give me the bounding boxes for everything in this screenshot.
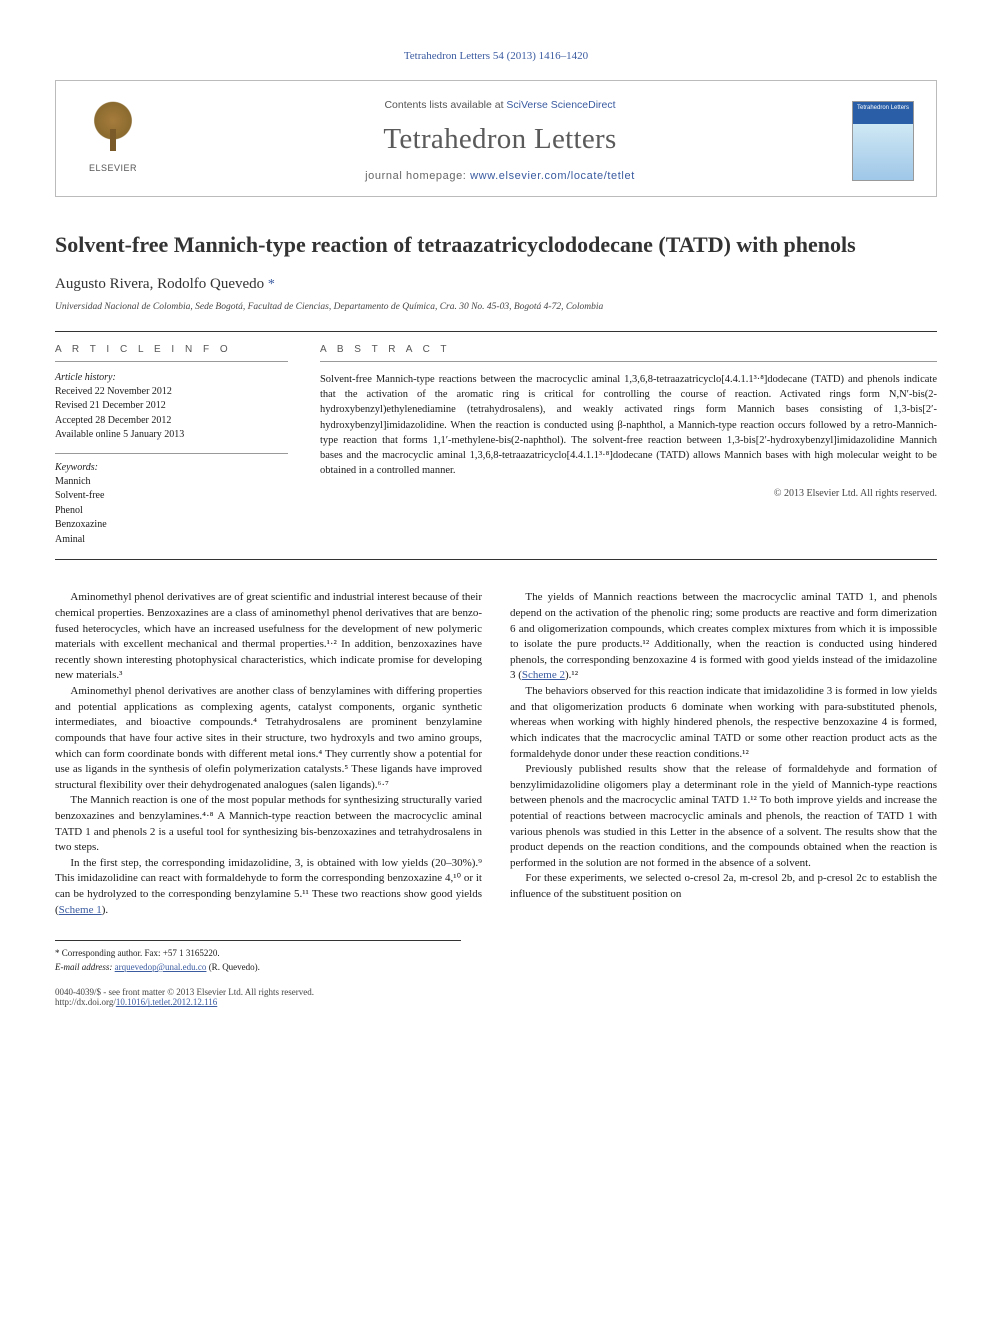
- article-info-heading: A R T I C L E I N F O: [55, 344, 288, 362]
- p5-span-b: ).¹²: [565, 669, 578, 681]
- body-paragraph-4: In the first step, the corresponding imi…: [55, 856, 482, 918]
- keyword-5: Aminal: [55, 533, 288, 548]
- article-body: Aminomethyl phenol derivatives are of gr…: [55, 590, 937, 918]
- article-title: Solvent-free Mannich-type reaction of te…: [55, 231, 937, 260]
- corresponding-email-link[interactable]: arquevedop@unal.edu.co: [115, 962, 207, 972]
- history-accepted: Accepted 28 December 2012: [55, 414, 288, 429]
- article-history-label: Article history:: [55, 372, 288, 383]
- contents-available-line: Contents lists available at SciVerse Sci…: [170, 99, 830, 111]
- body-paragraph-1: Aminomethyl phenol derivatives are of gr…: [55, 590, 482, 684]
- abstract-heading: A B S T R A C T: [320, 344, 937, 362]
- keywords-label: Keywords:: [55, 462, 288, 473]
- scheme-2-link[interactable]: Scheme 2: [522, 669, 565, 681]
- journal-name: Tetrahedron Letters: [170, 123, 830, 156]
- body-paragraph-8: For these experiments, we selected o-cre…: [510, 871, 937, 902]
- front-matter-line: 0040-4039/$ - see front matter © 2013 El…: [55, 987, 314, 997]
- doi-line: http://dx.doi.org/10.1016/j.tetlet.2012.…: [55, 997, 314, 1007]
- journal-cover-thumbnail: Tetrahedron Letters: [852, 101, 914, 181]
- keyword-4: Benzoxazine: [55, 518, 288, 533]
- corresponding-author-footnote: * Corresponding author. Fax: +57 1 31652…: [55, 947, 461, 960]
- cover-title-text: Tetrahedron Letters: [857, 105, 909, 111]
- authors-text: Augusto Rivera, Rodolfo Quevedo: [55, 276, 264, 292]
- journal-homepage-line: journal homepage: www.elsevier.com/locat…: [170, 170, 830, 182]
- body-paragraph-7: Previously published results show that t…: [510, 762, 937, 871]
- keyword-2: Solvent-free: [55, 489, 288, 504]
- author-list: Augusto Rivera, Rodolfo Quevedo *: [55, 276, 937, 293]
- abstract-text: Solvent-free Mannich-type reactions betw…: [320, 372, 937, 479]
- email-label: E-mail address:: [55, 962, 112, 972]
- email-footnote: E-mail address: arquevedop@unal.edu.co (…: [55, 961, 461, 974]
- body-paragraph-5: The yields of Mannich reactions between …: [510, 590, 937, 684]
- publisher-name: ELSEVIER: [89, 163, 137, 173]
- affiliation: Universidad Nacional de Colombia, Sede B…: [55, 301, 937, 313]
- p5-span-a: The yields of Mannich reactions between …: [510, 591, 937, 681]
- doi-prefix: http://dx.doi.org/: [55, 997, 116, 1007]
- keyword-3: Phenol: [55, 504, 288, 519]
- doi-link[interactable]: 10.1016/j.tetlet.2012.12.116: [116, 997, 217, 1007]
- p4-span-b: hydrolyzed to the corresponding benzylam…: [55, 888, 482, 916]
- sciencedirect-link[interactable]: SciVerse ScienceDirect: [506, 99, 615, 111]
- corresponding-author-mark: *: [268, 277, 275, 292]
- contents-prefix: Contents lists available at: [384, 99, 506, 111]
- masthead-center: Contents lists available at SciVerse Sci…: [170, 99, 830, 182]
- footnotes: * Corresponding author. Fax: +57 1 31652…: [55, 940, 461, 973]
- info-abstract-block: A R T I C L E I N F O Article history: R…: [55, 331, 937, 561]
- citation-line: Tetrahedron Letters 54 (2013) 1416–1420: [55, 50, 937, 62]
- email-suffix: (R. Quevedo).: [209, 962, 260, 972]
- bottom-meta-left: 0040-4039/$ - see front matter © 2013 El…: [55, 987, 314, 1007]
- body-paragraph-3: The Mannich reaction is one of the most …: [55, 793, 482, 855]
- p4-span-c: ).: [102, 904, 108, 916]
- history-revised: Revised 21 December 2012: [55, 399, 288, 414]
- elsevier-tree-icon: [85, 101, 141, 157]
- info-divider: [55, 453, 288, 454]
- keyword-1: Mannich: [55, 475, 288, 490]
- masthead: ELSEVIER Contents lists available at Sci…: [55, 80, 937, 197]
- body-paragraph-2: Aminomethyl phenol derivatives are anoth…: [55, 684, 482, 793]
- scheme-1-link[interactable]: Scheme 1: [59, 904, 102, 916]
- abstract-column: A B S T R A C T Solvent-free Mannich-typ…: [302, 332, 937, 560]
- bottom-meta: 0040-4039/$ - see front matter © 2013 El…: [55, 987, 937, 1007]
- journal-homepage-link[interactable]: www.elsevier.com/locate/tetlet: [470, 170, 635, 182]
- history-received: Received 22 November 2012: [55, 385, 288, 400]
- homepage-prefix: journal homepage:: [365, 170, 470, 182]
- elsevier-logo: ELSEVIER: [78, 101, 148, 181]
- history-online: Available online 5 January 2013: [55, 428, 288, 443]
- body-paragraph-6: The behaviors observed for this reaction…: [510, 684, 937, 762]
- article-info-column: A R T I C L E I N F O Article history: R…: [55, 332, 302, 560]
- abstract-copyright: © 2013 Elsevier Ltd. All rights reserved…: [320, 488, 937, 499]
